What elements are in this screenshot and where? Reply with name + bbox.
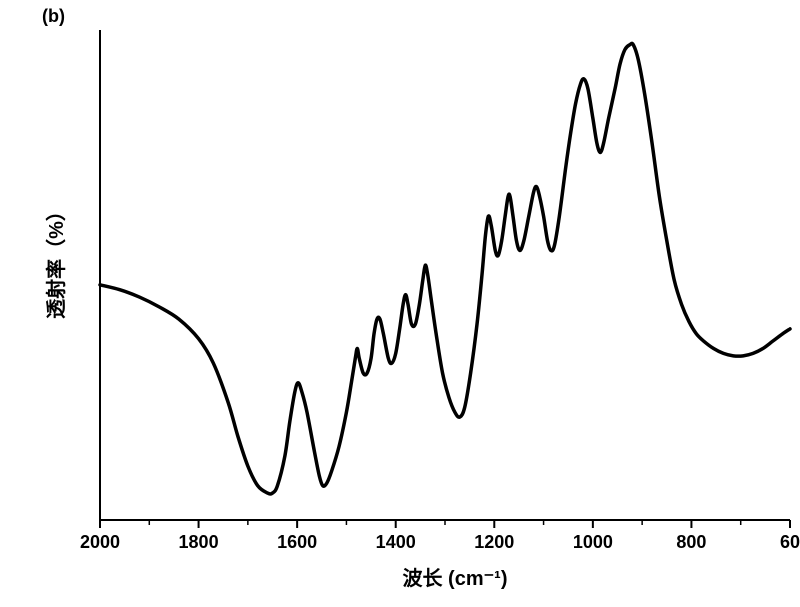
figure-container: (b) 透射率（%） 波长 (cm⁻¹) 2000180016001400120… [0, 0, 800, 607]
x-tick-label: 1000 [573, 532, 613, 553]
x-tick-label: 2000 [80, 532, 120, 553]
spectrum-line [100, 43, 790, 494]
x-tick-label: 1600 [277, 532, 317, 553]
plot-svg [0, 0, 800, 607]
x-tick-label: 1400 [376, 532, 416, 553]
x-tick-label: 60 [780, 532, 800, 553]
x-tick-label: 1800 [179, 532, 219, 553]
x-tick-label: 1200 [474, 532, 514, 553]
x-tick-label: 800 [676, 532, 706, 553]
